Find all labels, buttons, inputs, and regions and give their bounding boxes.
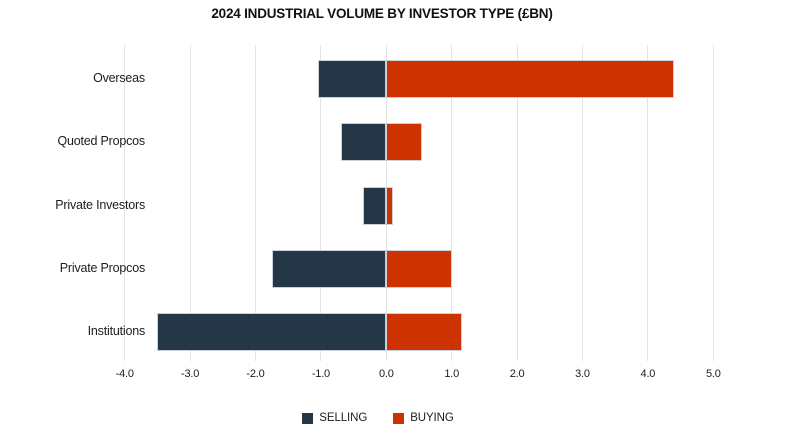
bar-buying	[386, 186, 393, 225]
x-tick-label: -1.0	[311, 368, 330, 380]
legend-swatch-selling-icon	[302, 412, 314, 424]
bar-buying	[386, 249, 452, 288]
x-tick-label: 5.0	[705, 368, 721, 380]
x-tick-label: 0.0	[378, 368, 394, 380]
category-label: Private Propcos	[59, 260, 145, 275]
x-tick-label: 4.0	[640, 368, 656, 380]
legend-swatch-buying-icon	[393, 412, 405, 424]
bar-selling	[317, 59, 387, 98]
gridline	[582, 45, 583, 361]
gridline	[255, 45, 256, 361]
x-tick-label: 3.0	[575, 368, 590, 380]
bar-buying	[386, 123, 423, 162]
legend-item: BUYING	[393, 412, 454, 424]
legend-item: SELLING	[302, 412, 367, 424]
gridline	[647, 45, 649, 361]
bar-selling	[340, 123, 387, 162]
category-label: Private Investors	[55, 197, 145, 212]
gridline	[451, 45, 453, 361]
bar-buying	[386, 313, 462, 352]
bar-selling	[363, 186, 387, 225]
legend: SELLING BUYING	[0, 412, 756, 424]
bar-selling	[271, 249, 387, 288]
gridline	[712, 45, 714, 361]
legend-label: SELLING	[319, 412, 368, 424]
x-tick-label: 1.0	[444, 368, 460, 380]
bar-buying	[386, 59, 675, 98]
category-label: Quoted Propcos	[57, 134, 145, 149]
gridline	[320, 45, 322, 361]
x-tick-label: -2.0	[246, 368, 265, 380]
gridline	[189, 45, 191, 361]
bar-selling	[157, 313, 387, 352]
category-label: Institutions	[87, 324, 146, 339]
gridline	[516, 45, 518, 361]
x-tick-label: 2.0	[509, 368, 525, 380]
x-tick-label: -4.0	[115, 368, 134, 380]
chart-title: 2024 INDUSTRIAL VOLUME BY INVESTOR TYPE …	[211, 6, 553, 21]
gridline	[124, 45, 126, 361]
category-label: Overseas	[93, 70, 145, 85]
legend-label: BUYING	[410, 412, 454, 424]
x-tick-label: -3.0	[181, 368, 200, 380]
